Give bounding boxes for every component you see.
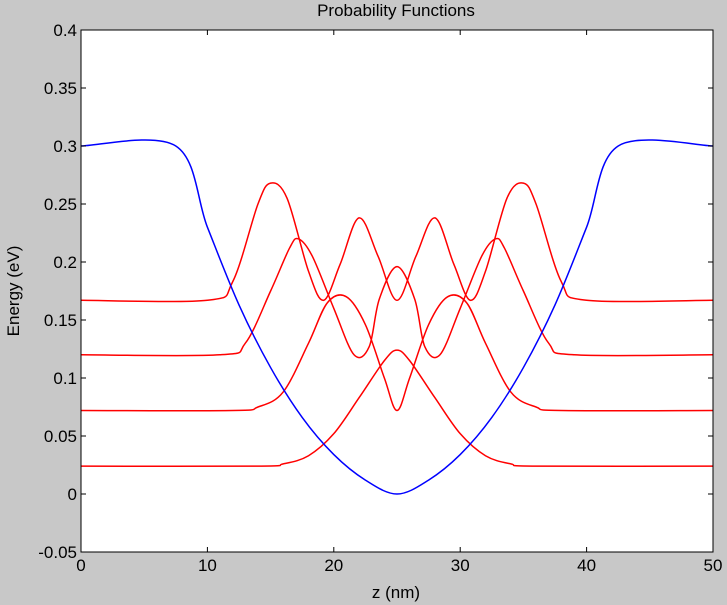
curves-layer: [80, 139, 714, 495]
x-tick-label: 40: [577, 556, 596, 575]
ticks-layer: 0 10 20 30 40 50-0.0500.050.10.150.20.250.30.…: [38, 21, 722, 575]
x-axis-label: z (nm): [372, 583, 420, 602]
y-axis-label: Energy (eV): [4, 246, 23, 337]
probability-curve-3: [80, 237, 714, 359]
y-tick-label: 0.35: [44, 79, 77, 98]
probability-curve-4: [80, 182, 714, 303]
y-tick-label: 0.2: [53, 253, 77, 272]
y-tick-label: 0.15: [44, 311, 77, 330]
x-tick-label: 20: [324, 556, 343, 575]
y-tick-label: 0.4: [53, 21, 77, 40]
y-tick-label: 0.05: [44, 427, 77, 446]
y-tick-label: -0.05: [38, 543, 77, 562]
probability-curve-1: [80, 349, 714, 468]
x-tick-label: 0: [76, 556, 85, 575]
potential-curve: [80, 139, 714, 495]
chart-title: Probability Functions: [317, 1, 475, 20]
x-tick-label: 30: [451, 556, 470, 575]
x-tick-label: 50: [704, 556, 723, 575]
y-tick-label: 0.1: [53, 369, 77, 388]
plot-area: [81, 30, 713, 552]
y-tick-label: 0.25: [44, 195, 77, 214]
plot-frame: [80, 29, 714, 553]
y-tick-label: 0.3: [53, 137, 77, 156]
y-tick-label: 0: [68, 485, 77, 504]
probability-curve-2: [80, 294, 714, 412]
x-tick-label: 10: [198, 556, 217, 575]
